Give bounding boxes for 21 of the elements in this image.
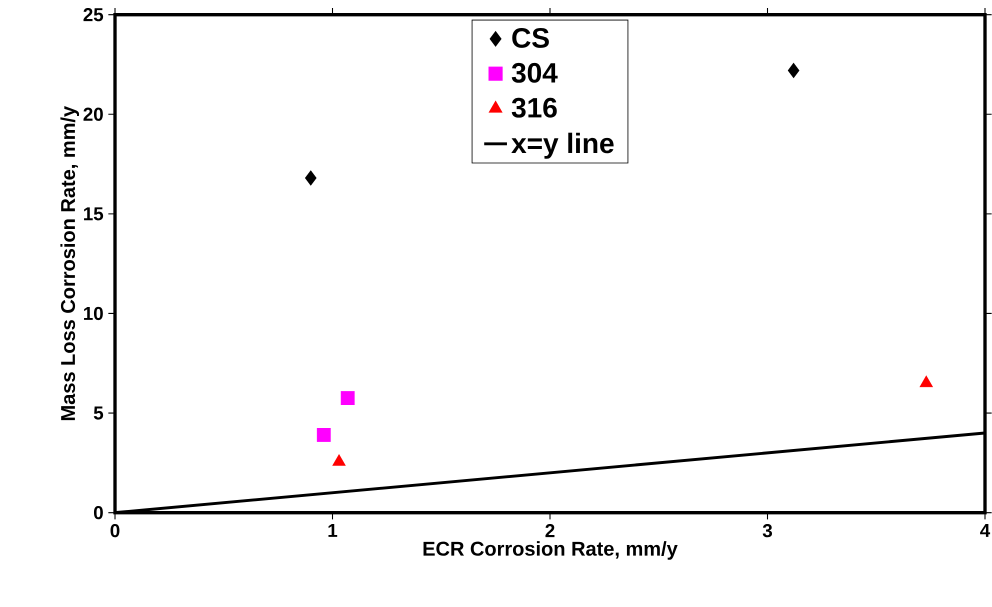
y-tick-label: 20 (84, 108, 103, 122)
y-tick-label: 15 (84, 208, 104, 221)
y-axis-title: Mass Loss Corrosion Rate, mm/y (60, 106, 80, 420)
y-tick-label: 5 (94, 406, 104, 420)
x-tick-label: 1 (328, 524, 338, 538)
x-tick-label: 0 (110, 524, 120, 538)
point (788, 63, 800, 78)
x-axis-title: ECR Corrosion Rate, mm/y (424, 541, 678, 560)
x-tick-label: 4 (980, 524, 990, 538)
point (304, 170, 317, 186)
y-tick-label: 25 (84, 8, 104, 22)
legend-label: 316 (512, 98, 557, 118)
legend-label: x=y line (511, 132, 614, 159)
legend-label: 304 (512, 63, 558, 83)
point (316, 428, 331, 442)
y-tick-label: 10 (84, 307, 103, 320)
legend-label: CS (512, 28, 549, 48)
x-tick-label: 2 (545, 524, 554, 538)
y-tick-label: 0 (94, 506, 103, 520)
x-tick-label: 3 (762, 524, 772, 538)
point (340, 391, 355, 406)
